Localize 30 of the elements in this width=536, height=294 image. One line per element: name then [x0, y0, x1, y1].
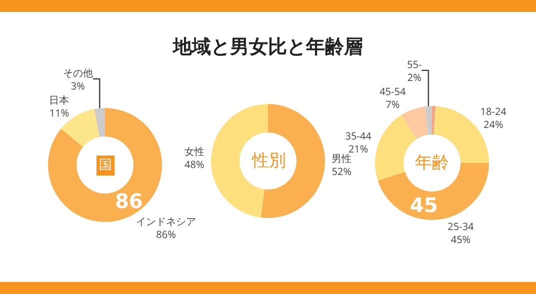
donut-slice	[432, 106, 436, 135]
slice-label: 55-	[407, 56, 422, 71]
slice-label: 18-24	[480, 104, 507, 118]
text: 地域と男女比と年齢層	[173, 36, 363, 58]
slice-label: 女性	[184, 144, 204, 158]
text: 国	[99, 158, 112, 173]
donut-slice	[375, 114, 417, 181]
data-label: 45%	[450, 232, 471, 246]
data-label: 48%	[184, 156, 204, 171]
text: 年齢	[415, 153, 449, 173]
slice-label: 日本	[49, 92, 70, 106]
text: 86	[115, 189, 143, 213]
donut-slice	[211, 104, 268, 218]
donut-slice	[94, 108, 105, 138]
data-label: 52%	[332, 164, 352, 178]
text: 45	[410, 193, 438, 217]
data-label: 24%	[483, 117, 504, 132]
donut-slice	[424, 106, 432, 135]
slice-label: その他	[62, 65, 93, 80]
data-label: 2%	[407, 70, 422, 84]
slice-label: 35-44	[345, 128, 372, 143]
slice-label: 45-54	[380, 84, 406, 98]
data-label: 86%	[156, 227, 176, 242]
donut-slice	[401, 106, 428, 139]
text: 性別	[251, 151, 286, 171]
data-label: 3%	[70, 78, 85, 92]
slice-label: インドネシア	[136, 214, 196, 228]
data-label: 11%	[49, 105, 70, 120]
slice-label: 25-34	[448, 218, 474, 233]
data-label: 7%	[386, 96, 400, 111]
